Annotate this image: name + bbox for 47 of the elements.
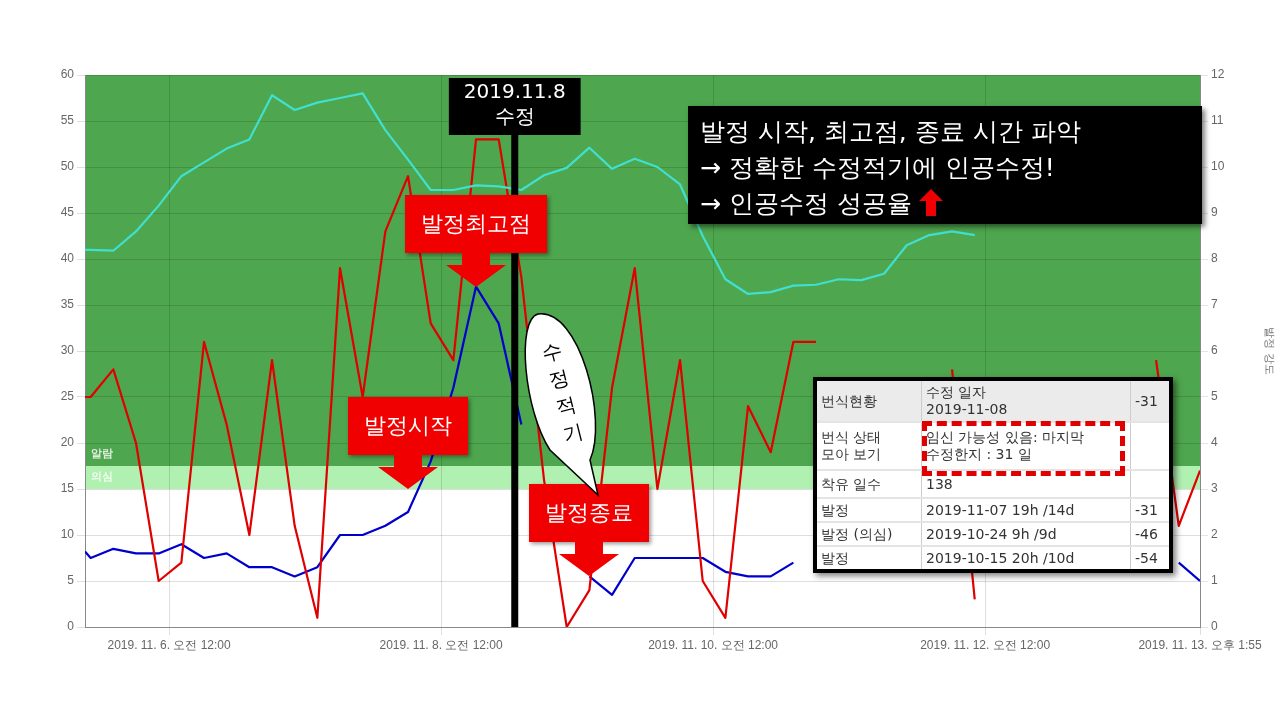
y2-tick-label: 12 xyxy=(1211,67,1225,82)
text: 번식 상태 모아 보기 임신 가능성 있음: 마지막 수정한지 : 31 일 xyxy=(821,429,1085,462)
y2-tick-label: 6 xyxy=(1211,343,1218,358)
y-tick-label: 35 xyxy=(60,297,75,312)
text: 발정 (의심) 2019-10-24 9h /9d -46 xyxy=(821,525,1158,542)
y2-tick-label: 2 xyxy=(1211,527,1218,542)
y2-tick-label: 4 xyxy=(1211,435,1218,450)
text: 번식현황 수정 일자 2019-11-08 -31 xyxy=(821,384,1158,417)
annotation: 발정 시작, 최고점, 종료 시간 파악 → 정확한 수정적기에 인공수정! → 인공수정 성공율 xyxy=(700,117,1081,218)
annotation: 발정종료 xyxy=(529,484,650,543)
y-tick-label: 0 xyxy=(67,619,75,634)
ref-line-label: 2019.11.8 수정 xyxy=(463,79,566,129)
y-tick-label: 60 xyxy=(60,67,75,82)
y-tick-label: 10 xyxy=(60,527,75,542)
annotation: 발정최고점 xyxy=(405,194,548,253)
y-tick-label: 20 xyxy=(60,435,75,450)
x-tick-label: 2019. 11. 12. 오전 12:00 xyxy=(920,637,1051,652)
note-box: 발정 시작, 최고점, 종료 시간 파악 → 정확한 수정적기에 인공수정! → 인공수정 성공율 xyxy=(688,106,1202,224)
x-tick-label: 2019. 11. 13. 오후 1:55 xyxy=(1138,637,1262,652)
y-tick-label: 30 xyxy=(60,343,75,358)
text: 발정 2019-10-15 20h /10d -54 xyxy=(821,549,1158,566)
band-label: 알람 xyxy=(91,446,113,460)
y-tick-label: 50 xyxy=(60,159,75,174)
y2-tick-label: 0 xyxy=(1211,619,1218,634)
y2-tick-label: 10 xyxy=(1211,159,1225,174)
y2-tick-label: 8 xyxy=(1211,251,1218,266)
annotation: 발정시작 xyxy=(348,397,469,455)
y-tick-label: 45 xyxy=(60,205,75,220)
y2-tick-label: 1 xyxy=(1211,573,1218,588)
y2-tick-label: 11 xyxy=(1211,113,1224,128)
y2-tick-label: 7 xyxy=(1211,297,1218,312)
x-tick-label: 2019. 11. 10. 오전 12:00 xyxy=(648,637,779,652)
text: 발정 2019-11-07 19h /14d -31 xyxy=(821,501,1158,518)
y2-tick-label: 3 xyxy=(1211,481,1218,496)
x-tick-label: 2019. 11. 6. 오전 12:00 xyxy=(107,637,231,652)
y2-tick-label: 5 xyxy=(1211,389,1218,404)
y-tick-label: 55 xyxy=(60,113,75,128)
band-label: 의심 xyxy=(91,469,113,483)
y-tick-label: 40 xyxy=(60,251,75,266)
y-tick-label: 5 xyxy=(67,573,75,588)
x-tick-label: 2019. 11. 8. 오전 12:00 xyxy=(379,637,503,652)
text: 착유 일수 138 xyxy=(821,475,953,492)
y-tick-label: 25 xyxy=(60,389,75,404)
y-tick-label: 15 xyxy=(60,481,75,496)
y2-tick-label: 9 xyxy=(1211,205,1218,220)
annotation: 수정적기 xyxy=(539,337,586,448)
y2-axis-title: 발정 강도 xyxy=(1264,327,1277,375)
